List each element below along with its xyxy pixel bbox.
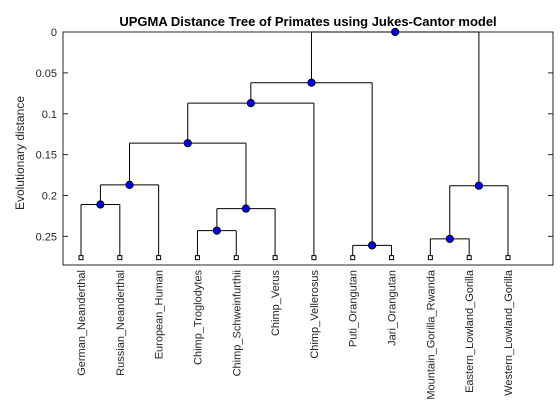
leaf-marker xyxy=(194,255,200,261)
internal-node-marker xyxy=(212,226,221,235)
internal-node-marker xyxy=(183,139,192,148)
y-axis-ticks: 0 0.05 0.1 0.15 0.2 0.25 xyxy=(36,27,553,243)
leaf-label: European_Human xyxy=(154,270,166,359)
y-tick-label: 0.1 xyxy=(42,109,57,121)
leaf-label: Puti_Orangutan xyxy=(348,270,360,347)
leaf-label: Eastern_Lowland_Gorilla xyxy=(464,269,476,393)
leaf-marker xyxy=(272,255,278,261)
chart-title: UPGMA Distance Tree of Primates using Ju… xyxy=(119,14,496,29)
leaf-marker xyxy=(233,255,239,261)
internal-node-marker xyxy=(474,181,483,190)
leaf-marker xyxy=(78,255,84,261)
internal-node-marker xyxy=(241,204,251,213)
leaf-marker xyxy=(311,255,317,261)
leaf-marker xyxy=(156,255,162,261)
leaf-labels: German_Neanderthal Russian_Neanderthal Eur… xyxy=(76,269,515,400)
leaf-marker xyxy=(389,255,395,261)
leaf-label: Chimp_Vellerosus xyxy=(309,270,321,359)
leaf-marker xyxy=(117,255,123,261)
leaf-label: Chimp_Troglodytes xyxy=(192,270,204,365)
leaf-label: Jari_Orangutan xyxy=(387,270,399,346)
y-axis-label: Evolutionary distance xyxy=(13,96,27,210)
leaf-marker xyxy=(505,255,511,261)
y-tick-label: 0.25 xyxy=(36,231,57,243)
internal-node-marker xyxy=(307,78,316,87)
tree-nodes xyxy=(96,27,483,250)
y-tick-label: 0.2 xyxy=(42,191,57,203)
tree-branches xyxy=(80,31,509,258)
leaf-label: Chimp_Schweinfurthii xyxy=(231,270,243,376)
internal-node-marker xyxy=(391,27,400,37)
leaf-label: Mountain_Gorilla_Rwanda xyxy=(425,269,437,400)
leaf-label: Western_Lowland_Gorilla xyxy=(503,269,515,396)
y-tick-label: 0.05 xyxy=(36,68,57,80)
internal-node-marker xyxy=(125,180,134,189)
leaf-label: German_Neanderthal xyxy=(76,270,88,376)
internal-node-marker xyxy=(368,241,377,250)
leaf-label: Chimp_Verus xyxy=(270,270,282,337)
leaf-marker xyxy=(350,255,356,261)
internal-node-marker xyxy=(246,99,255,108)
internal-node-marker xyxy=(445,234,454,243)
y-tick-label: 0 xyxy=(51,27,57,39)
leaf-label: Russian_Neanderthal xyxy=(115,270,127,376)
tree-leaves xyxy=(78,255,511,261)
internal-node-marker xyxy=(96,200,105,209)
plot-frame xyxy=(62,31,554,266)
leaf-marker xyxy=(427,255,433,261)
leaf-marker xyxy=(466,255,472,261)
y-tick-label: 0.15 xyxy=(36,150,57,162)
